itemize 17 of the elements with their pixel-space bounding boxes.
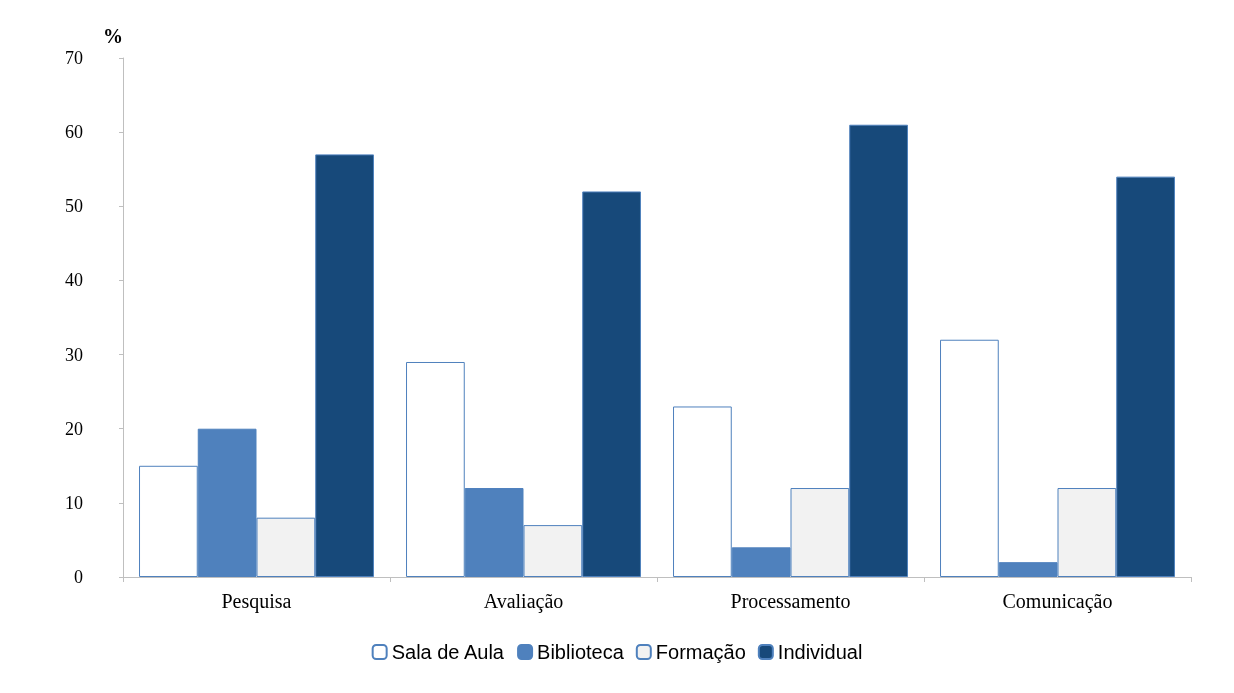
legend-label: Biblioteca bbox=[537, 641, 625, 663]
y-axis-title: % bbox=[103, 25, 123, 47]
x-tick-label: Processamento bbox=[730, 590, 851, 612]
x-tick-label: Avaliação bbox=[483, 590, 564, 613]
y-tick-label: 40 bbox=[65, 270, 83, 291]
y-tick-label: 0 bbox=[74, 567, 83, 587]
x-tick-label: Pesquisa bbox=[221, 590, 292, 613]
y-tick-label: 10 bbox=[65, 492, 83, 513]
x-tick-label: Comunicação bbox=[1002, 590, 1113, 613]
y-tick-label: 20 bbox=[65, 418, 83, 439]
y-tick-label: 30 bbox=[65, 344, 83, 365]
legend-label: Sala de Aula bbox=[391, 641, 505, 663]
y-tick-label: 70 bbox=[65, 48, 83, 68]
y-tick-label: 50 bbox=[65, 196, 83, 217]
y-tick-label: 60 bbox=[65, 122, 83, 143]
legend-label: Formação bbox=[655, 641, 746, 663]
legend-label: Individual bbox=[777, 641, 863, 663]
